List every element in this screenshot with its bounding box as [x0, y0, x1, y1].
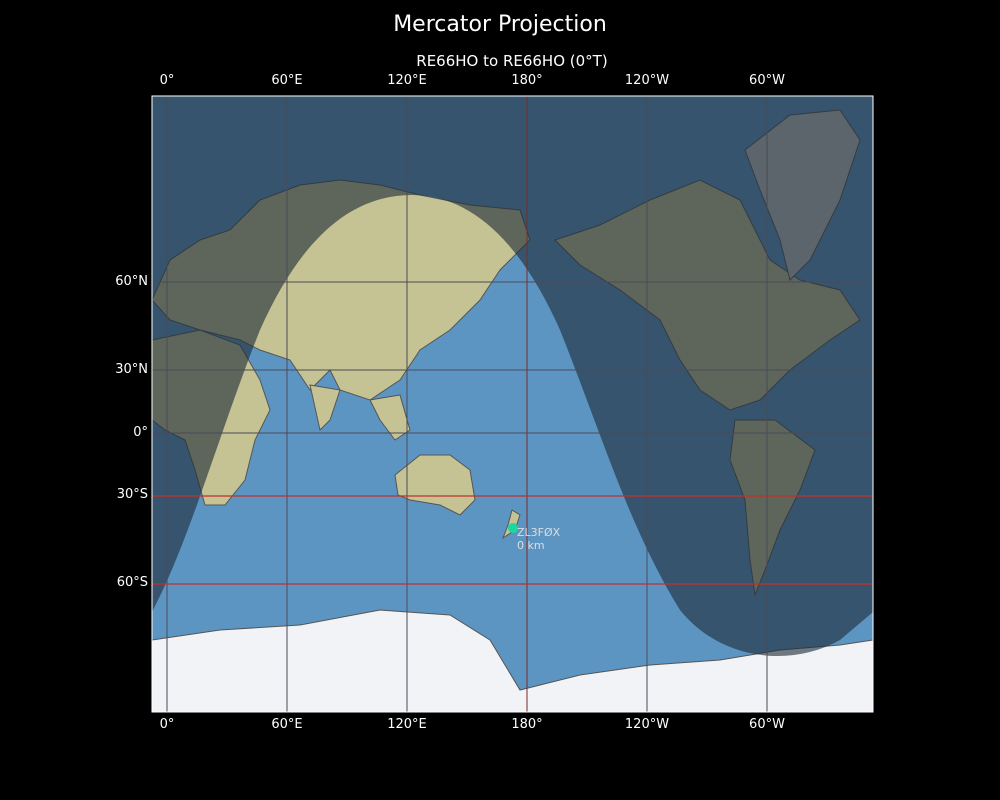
- lat-tick: 60°S: [116, 575, 148, 590]
- bottom-tick: 60°W: [749, 717, 785, 732]
- lat-tick: 60°N: [115, 274, 148, 289]
- station-marker[interactable]: [508, 523, 518, 533]
- map-title: Mercator Projection: [393, 12, 607, 37]
- lat-tick: 30°S: [116, 487, 148, 502]
- top-tick: 120°W: [624, 73, 670, 88]
- station-callsign: ZL3FØX: [517, 526, 561, 539]
- top-tick: 120°E: [387, 73, 427, 88]
- lat-tick: 30°N: [115, 362, 148, 377]
- graticule: [152, 96, 873, 712]
- night-shading: [152, 96, 873, 656]
- bottom-tick: 120°W: [624, 717, 670, 732]
- bottom-tick: 60°E: [271, 717, 303, 732]
- bottom-tick: 0°: [159, 717, 175, 732]
- map-subtitle: RE66HO to RE66HO (0°T): [416, 52, 608, 70]
- top-tick: 60°E: [271, 73, 303, 88]
- bottom-tick: 180°: [511, 717, 543, 732]
- lat-tick: 0°: [133, 425, 148, 440]
- bottom-tick: 120°E: [387, 717, 427, 732]
- top-tick: 60°W: [749, 73, 785, 88]
- australia: [394, 454, 476, 516]
- map-frame: [151, 95, 874, 713]
- antarctica: [152, 609, 873, 712]
- station-distance: 0 km: [517, 539, 545, 552]
- top-tick: 180°: [511, 73, 543, 88]
- top-tick: 0°: [159, 73, 175, 88]
- south-asia: [309, 384, 411, 441]
